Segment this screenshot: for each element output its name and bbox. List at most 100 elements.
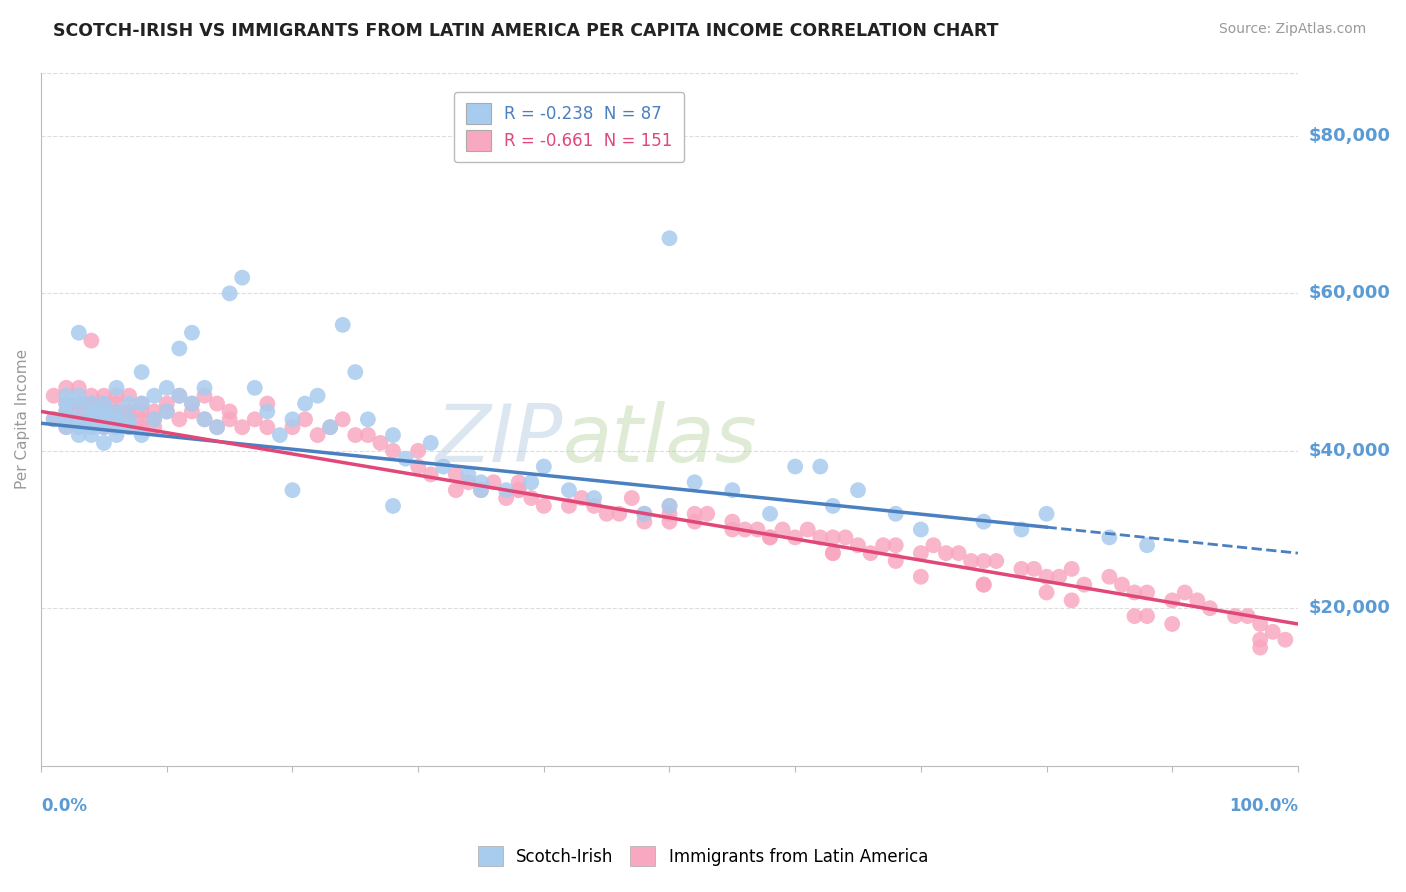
Point	[55, 404, 77, 418]
Point	[1249, 640, 1271, 655]
Point	[444, 483, 467, 498]
Point	[93, 396, 115, 410]
Point	[131, 412, 153, 426]
Point	[131, 365, 153, 379]
Point	[80, 396, 103, 410]
Point	[470, 475, 492, 490]
Point	[67, 396, 90, 410]
Point	[1261, 624, 1284, 639]
Point	[193, 381, 215, 395]
Point	[457, 467, 479, 482]
Point	[55, 412, 77, 426]
Point	[344, 428, 367, 442]
Point	[470, 483, 492, 498]
Point	[156, 404, 179, 418]
Point	[1236, 609, 1258, 624]
Point	[734, 523, 756, 537]
Point	[1174, 585, 1197, 599]
Text: 0.0%: 0.0%	[41, 797, 87, 814]
Point	[508, 483, 530, 498]
Point	[759, 530, 782, 544]
Point	[269, 428, 291, 442]
Point	[633, 515, 655, 529]
Legend: R = -0.238  N = 87, R = -0.661  N = 151: R = -0.238 N = 87, R = -0.661 N = 151	[454, 92, 683, 162]
Point	[520, 491, 543, 505]
Point	[821, 546, 844, 560]
Point	[520, 475, 543, 490]
Point	[93, 420, 115, 434]
Point	[495, 491, 517, 505]
Point	[1035, 507, 1057, 521]
Point	[231, 270, 253, 285]
Point	[1098, 570, 1121, 584]
Point	[1035, 570, 1057, 584]
Point	[55, 420, 77, 434]
Point	[658, 515, 681, 529]
Point	[42, 412, 65, 426]
Point	[910, 570, 932, 584]
Point	[721, 523, 744, 537]
Point	[105, 396, 128, 410]
Point	[205, 420, 228, 434]
Point	[620, 491, 643, 505]
Point	[785, 530, 807, 544]
Point	[785, 459, 807, 474]
Point	[1098, 530, 1121, 544]
Point	[93, 396, 115, 410]
Point	[986, 554, 1008, 568]
Point	[67, 428, 90, 442]
Point	[256, 404, 278, 418]
Point	[307, 389, 329, 403]
Point	[846, 538, 869, 552]
Text: $60,000: $60,000	[1309, 285, 1391, 302]
Point	[67, 420, 90, 434]
Point	[482, 475, 505, 490]
Text: atlas: atlas	[562, 401, 758, 479]
Point	[42, 412, 65, 426]
Point	[948, 546, 970, 560]
Point	[808, 459, 831, 474]
Point	[55, 404, 77, 418]
Point	[495, 483, 517, 498]
Point	[55, 389, 77, 403]
Point	[973, 515, 995, 529]
Point	[571, 491, 593, 505]
Point	[1022, 562, 1045, 576]
Point	[683, 507, 706, 521]
Point	[93, 389, 115, 403]
Point	[55, 381, 77, 395]
Point	[1010, 523, 1032, 537]
Point	[67, 404, 90, 418]
Point	[55, 420, 77, 434]
Point	[1123, 609, 1146, 624]
Point	[118, 404, 141, 418]
Point	[1249, 617, 1271, 632]
Point	[394, 451, 416, 466]
Point	[1274, 632, 1296, 647]
Point	[193, 389, 215, 403]
Point	[821, 530, 844, 544]
Point	[382, 443, 405, 458]
Point	[658, 507, 681, 521]
Point	[131, 404, 153, 418]
Point	[721, 483, 744, 498]
Point	[721, 515, 744, 529]
Point	[633, 507, 655, 521]
Point	[1060, 593, 1083, 607]
Point	[357, 428, 380, 442]
Point	[93, 420, 115, 434]
Point	[67, 396, 90, 410]
Point	[67, 412, 90, 426]
Y-axis label: Per Capita Income: Per Capita Income	[15, 350, 30, 490]
Point	[1035, 585, 1057, 599]
Point	[1223, 609, 1246, 624]
Point	[105, 404, 128, 418]
Point	[973, 554, 995, 568]
Point	[419, 467, 441, 482]
Point	[80, 420, 103, 434]
Point	[169, 389, 191, 403]
Point	[67, 412, 90, 426]
Point	[457, 475, 479, 490]
Point	[55, 396, 77, 410]
Point	[1199, 601, 1222, 615]
